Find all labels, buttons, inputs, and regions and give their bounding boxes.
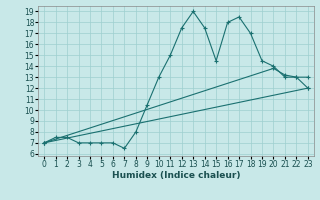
X-axis label: Humidex (Indice chaleur): Humidex (Indice chaleur) (112, 171, 240, 180)
